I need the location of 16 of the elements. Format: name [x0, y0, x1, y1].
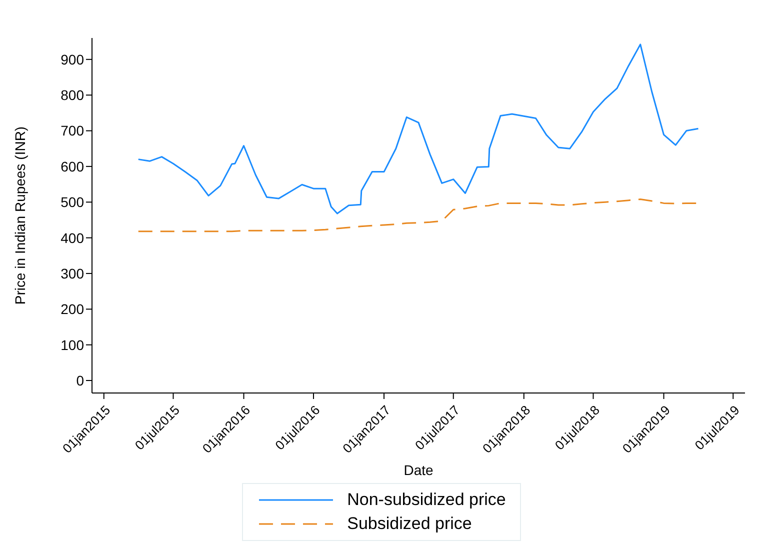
line-series [138, 44, 699, 214]
y-tick-label: 300 [60, 265, 84, 282]
legend-label: Non-subsidized price [347, 490, 506, 510]
y-tick-label: 500 [60, 194, 84, 210]
y-tick-label: 800 [60, 87, 84, 104]
y-tick-label: 900 [60, 51, 84, 68]
y-tick-label: 400 [60, 230, 84, 246]
y-tick-label: 700 [60, 122, 84, 139]
legend-label: Subsidized price [347, 514, 472, 534]
y-axis-title: Price in Indian Rupees (INR) [12, 126, 28, 305]
y-tick-label: 600 [60, 158, 84, 174]
y-tick-label: 100 [60, 336, 84, 353]
y-tick-label: 200 [60, 301, 84, 318]
line-series [138, 198, 699, 232]
x-axis-title: Date [404, 462, 434, 478]
y-tick-label: 0 [76, 372, 84, 388]
